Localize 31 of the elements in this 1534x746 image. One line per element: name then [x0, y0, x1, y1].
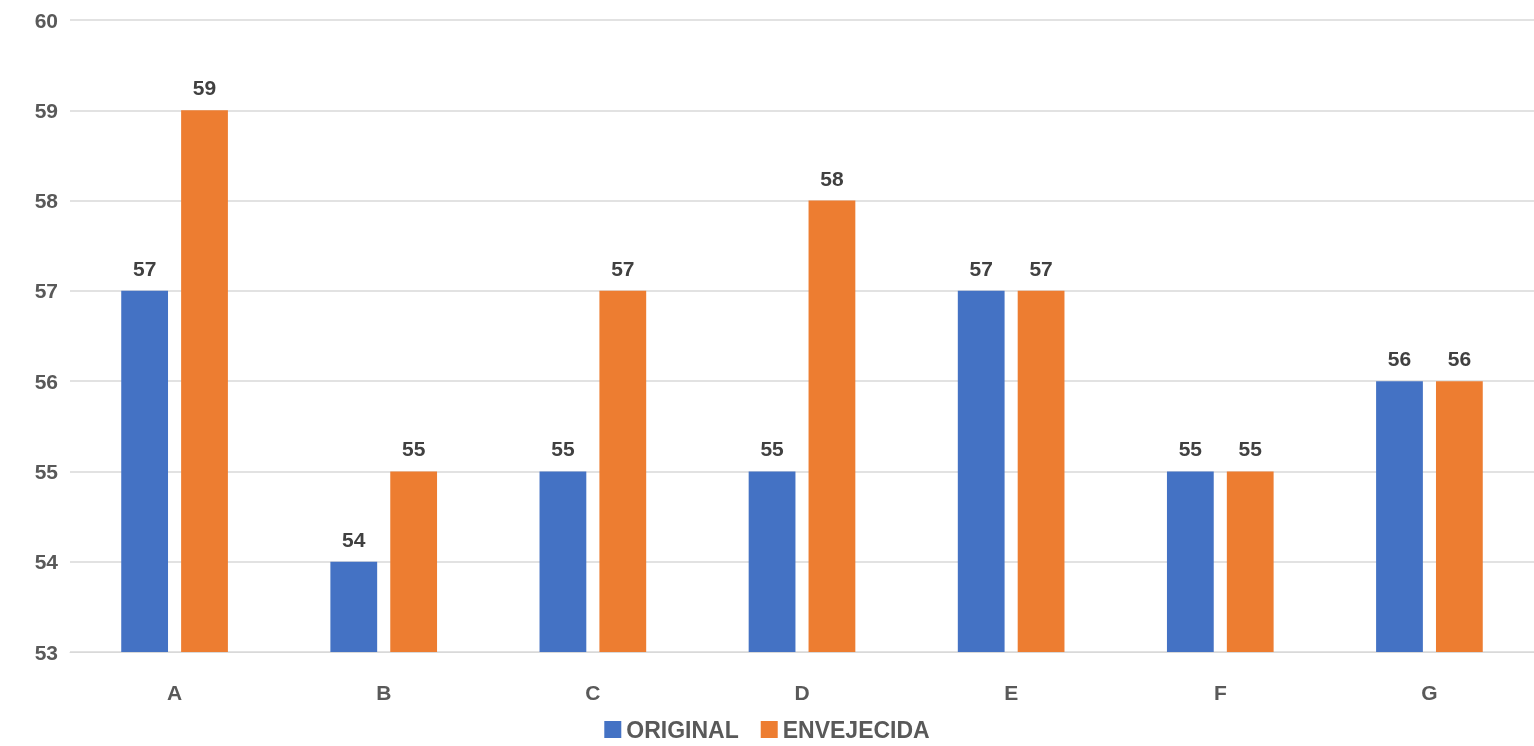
x-tick-label: G	[1421, 681, 1438, 704]
legend-label: ORIGINAL	[626, 716, 739, 743]
data-label: 54	[342, 527, 366, 551]
x-tick-label: B	[376, 681, 392, 704]
x-tick-label: A	[166, 681, 183, 704]
legend-label: ENVEJECIDA	[782, 716, 930, 743]
x-tick-label: C	[585, 681, 601, 704]
y-tick-label: 53	[34, 640, 58, 664]
y-tick-label: 60	[34, 8, 58, 32]
data-label: 55	[401, 437, 426, 461]
data-label: 56	[1447, 347, 1472, 371]
x-tick-label: F	[1213, 681, 1227, 704]
y-tick-label: 55	[34, 459, 59, 483]
data-label: 57	[132, 256, 157, 280]
data-label: 59	[192, 76, 217, 100]
data-label: 57	[969, 256, 993, 280]
x-tick-label: E	[1004, 681, 1019, 704]
data-label: 55	[760, 437, 785, 461]
data-label: 55	[1178, 437, 1203, 461]
x-tick-label: D	[794, 681, 810, 704]
y-tick-label: 59	[34, 98, 58, 122]
data-label: 58	[820, 166, 844, 190]
data-label: 56	[1387, 347, 1412, 371]
y-tick-label: 54	[34, 550, 59, 574]
y-tick-label: 57	[34, 279, 58, 303]
data-label: 55	[1238, 437, 1263, 461]
data-label: 55	[551, 437, 575, 461]
data-label: 57	[1029, 256, 1053, 280]
y-tick-label: 56	[34, 369, 58, 393]
y-tick-label: 58	[34, 189, 59, 213]
data-label: 57	[611, 256, 635, 280]
